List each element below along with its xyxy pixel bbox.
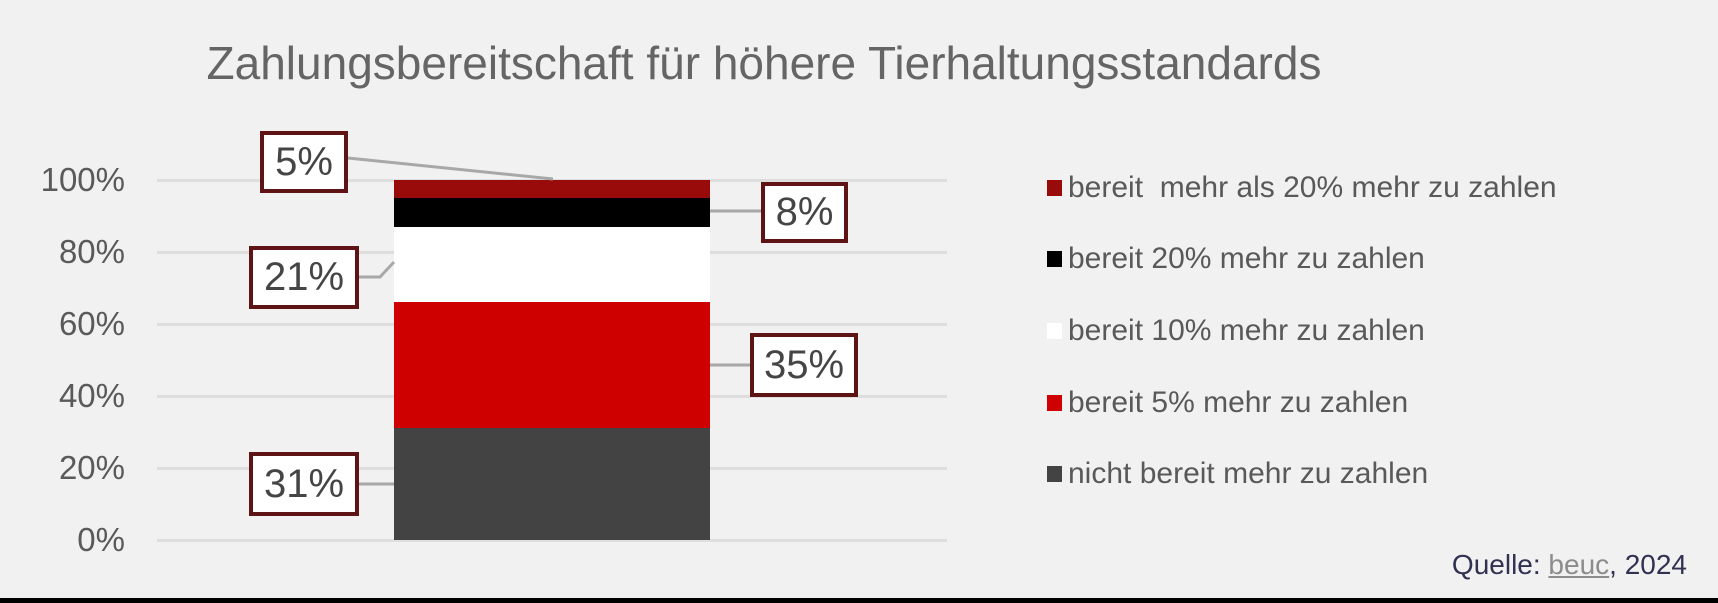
bar-segment-8pct [394, 198, 710, 227]
y-axis-tick-label: 20% [58, 449, 125, 486]
legend-item: bereit 10% mehr zu zahlen [1047, 295, 1557, 367]
y-axis-tick-label: 100% [40, 161, 125, 198]
legend-label: bereit 10% mehr zu zahlen [1068, 313, 1425, 347]
y-axis-tick-label: 60% [58, 305, 125, 342]
data-label-callout-5pct: 5% [260, 131, 348, 193]
legend-swatch [1047, 394, 1062, 411]
bar-segment-5pct [394, 180, 710, 198]
source-suffix: , 2024 [1609, 549, 1687, 580]
y-axis-tick-label: 40% [58, 377, 125, 414]
source-link[interactable]: beuc [1548, 549, 1610, 580]
legend-label: bereit 5% mehr zu zahlen [1068, 385, 1409, 419]
bar-segment-31pct [394, 428, 710, 540]
y-axis-tick-label: 0% [77, 521, 125, 558]
legend-label: bereit 20% mehr zu zahlen [1068, 242, 1425, 276]
legend-swatch [1047, 179, 1062, 196]
legend-swatch [1047, 466, 1062, 483]
data-label-callout-31pct: 31% [249, 452, 359, 516]
gridline [157, 538, 947, 542]
leader-line-5pct [347, 156, 554, 181]
legend-swatch [1047, 251, 1062, 268]
legend-item: bereit 5% mehr zu zahlen [1047, 367, 1557, 439]
bar-segment-21pct [394, 226, 710, 303]
data-label-callout-21pct: 21% [249, 246, 359, 309]
legend: bereit mehr als 20% mehr zu zahlen bereit… [1047, 152, 1557, 510]
leader-line-21pct [359, 260, 396, 279]
data-label-callout-8pct: 8% [761, 182, 848, 243]
legend-swatch [1047, 322, 1062, 339]
chart-title: Zahlungsbereitschaft für höhere Tierhalt… [206, 37, 1322, 89]
source-prefix: Quelle: [1451, 549, 1549, 580]
stacked-bar [394, 180, 710, 540]
legend-item: bereit mehr als 20% mehr zu zahlen [1047, 152, 1557, 224]
bar-segment-35pct [394, 302, 710, 429]
y-axis-tick-label: 80% [58, 233, 125, 270]
source-note: Quelle: beuc, 2024 [1452, 549, 1687, 581]
bottom-border [0, 598, 1718, 603]
data-label-callout-35pct: 35% [750, 333, 858, 397]
legend-item: nicht bereit mehr zu zahlen [1047, 438, 1557, 510]
legend-item: bereit 20% mehr zu zahlen [1047, 224, 1557, 296]
legend-label: nicht bereit mehr zu zahlen [1068, 457, 1429, 491]
legend-label: bereit mehr als 20% mehr zu zahlen [1068, 170, 1557, 204]
